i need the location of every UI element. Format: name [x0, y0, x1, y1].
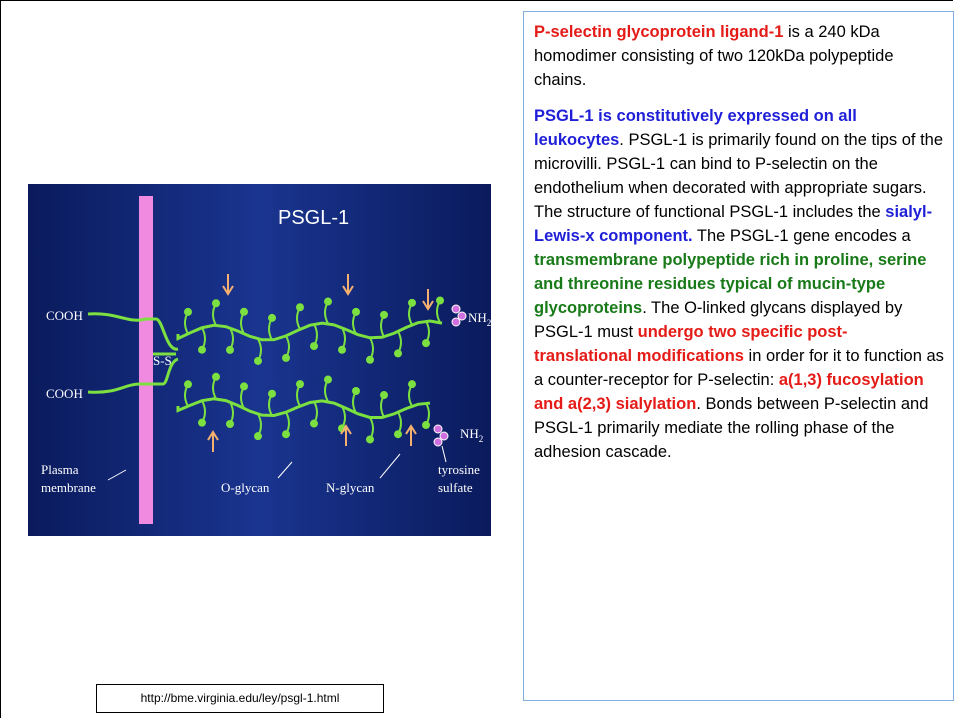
decoration	[380, 311, 388, 319]
decoration	[226, 346, 234, 354]
decoration	[254, 357, 262, 365]
decoration	[324, 298, 332, 306]
label: tyrosine	[438, 462, 480, 477]
decoration	[254, 432, 262, 440]
decoration	[434, 425, 442, 433]
membrane-bar	[139, 196, 153, 524]
decoration	[198, 346, 206, 354]
decoration	[268, 390, 276, 398]
text-run: P-selectin glycoprotein ligand-1	[534, 23, 783, 41]
decoration	[338, 346, 346, 354]
decoration	[184, 308, 192, 316]
decoration	[240, 382, 248, 390]
decoration	[408, 380, 416, 388]
decoration	[366, 356, 374, 364]
decoration	[310, 420, 318, 428]
decoration	[422, 339, 430, 347]
decoration	[268, 314, 276, 322]
decoration	[184, 380, 192, 388]
decoration	[394, 349, 402, 357]
decoration	[296, 380, 304, 388]
source-caption: http://bme.virginia.edu/ley/psgl-1.html	[96, 684, 384, 713]
decoration	[394, 430, 402, 438]
label: S-S	[153, 353, 172, 368]
decoration	[434, 438, 442, 446]
paragraph: PSGL-1 is constitutively expressed on al…	[534, 104, 945, 464]
decoration	[452, 318, 460, 326]
decoration	[282, 354, 290, 362]
label: COOH	[46, 386, 83, 401]
label: sulfate	[438, 480, 473, 495]
decoration	[212, 299, 220, 307]
decoration	[452, 305, 460, 313]
decoration	[408, 299, 416, 307]
decoration	[226, 420, 234, 428]
decoration	[366, 435, 374, 443]
figure-title: PSGL-1	[278, 207, 349, 229]
decoration	[436, 297, 444, 305]
label: membrane	[41, 480, 96, 495]
label: COOH	[46, 308, 83, 323]
decoration	[324, 376, 332, 384]
paragraph: P-selectin glycoprotein ligand-1 is a 24…	[534, 20, 945, 92]
decoration	[352, 387, 360, 395]
label: NH	[460, 426, 479, 441]
decoration	[296, 303, 304, 311]
slide: PSGL-1 COOH COOH S-S NH2 NH2 Plasma memb…	[0, 0, 953, 718]
decoration	[240, 308, 248, 316]
decoration	[352, 308, 360, 316]
decoration	[282, 430, 290, 438]
decoration	[458, 312, 466, 320]
decoration	[440, 432, 448, 440]
decoration	[380, 391, 388, 399]
label: O-glycan	[221, 480, 270, 495]
label: N-glycan	[326, 480, 375, 495]
decoration	[198, 419, 206, 427]
label: NH	[468, 310, 487, 325]
decoration	[212, 373, 220, 381]
decoration	[422, 421, 430, 429]
text-box: P-selectin glycoprotein ligand-1 is a 24…	[523, 11, 954, 701]
figure: PSGL-1 COOH COOH S-S NH2 NH2 Plasma memb…	[28, 184, 491, 536]
label: 2	[479, 434, 484, 444]
text-run: The PSGL-1 gene encodes a	[693, 227, 911, 245]
decoration	[310, 342, 318, 350]
label: Plasma	[41, 462, 79, 477]
label: 2	[487, 318, 491, 328]
